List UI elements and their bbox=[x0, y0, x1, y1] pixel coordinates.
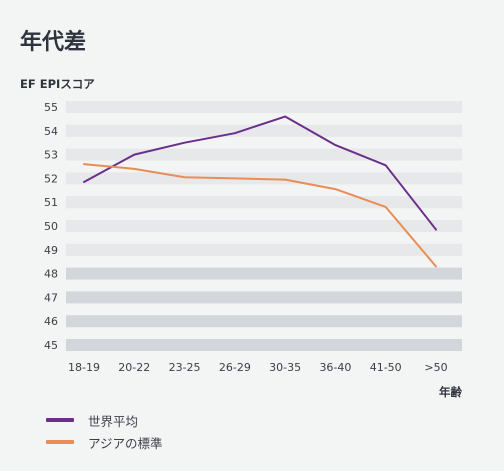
y-tick-labels: 55 54 53 52 51 50 49 48 47 46 45 bbox=[44, 101, 58, 352]
grid-bands bbox=[66, 101, 462, 351]
x-tick-label-30-35: 30-35 bbox=[269, 361, 301, 374]
legend-label-asia-standard: アジアの標準 bbox=[88, 435, 163, 451]
x-tick-label-23-25: 23-25 bbox=[169, 361, 201, 374]
grid-band-50 bbox=[66, 220, 462, 232]
y-tick-label-47: 47 bbox=[44, 291, 58, 304]
series-lines bbox=[83, 115, 437, 268]
x-axis-label: 年齢 bbox=[439, 385, 462, 399]
grid-band-53 bbox=[66, 148, 462, 161]
x-tick-label-41-50: 41-50 bbox=[370, 361, 402, 374]
grid-band-46 bbox=[66, 315, 462, 328]
x-tick-label-20-22: 20-22 bbox=[118, 361, 150, 374]
y-tick-label-46: 46 bbox=[44, 315, 58, 328]
grid-band-49 bbox=[66, 243, 462, 256]
y-tick-label-45: 45 bbox=[44, 339, 58, 352]
y-tick-label-51: 51 bbox=[44, 196, 58, 209]
grid-band-48 bbox=[66, 267, 462, 280]
grid-band-54 bbox=[66, 124, 462, 137]
x-tick-label-36-40: 36-40 bbox=[319, 361, 351, 374]
legend-label-world-average: 世界平均 bbox=[88, 413, 139, 429]
y-tick-label-48: 48 bbox=[44, 268, 58, 281]
x-tick-label-26-29: 26-29 bbox=[219, 361, 251, 374]
page-title: 年代差 bbox=[20, 30, 87, 55]
legend: 世界平均 アジアの標準 bbox=[46, 410, 163, 454]
y-tick-label-52: 52 bbox=[44, 172, 58, 185]
legend-item-asia-standard: アジアの標準 bbox=[46, 432, 163, 452]
series-line-0 bbox=[83, 115, 437, 231]
legend-item-world-average: 世界平均 bbox=[46, 410, 163, 430]
grid-band-45 bbox=[66, 339, 462, 351]
grid-band-55 bbox=[66, 101, 462, 113]
legend-swatch-world-average bbox=[46, 418, 74, 422]
y-axis-label: EF EPIスコア bbox=[20, 77, 95, 91]
y-tick-label-49: 49 bbox=[44, 244, 58, 257]
x-tick-label-18-19: 18-19 bbox=[68, 361, 100, 374]
y-tick-label-54: 54 bbox=[44, 125, 58, 138]
y-tick-label-55: 55 bbox=[44, 101, 58, 114]
y-tick-label-50: 50 bbox=[44, 220, 58, 233]
legend-swatch-asia-standard bbox=[46, 440, 74, 444]
grid-band-47 bbox=[66, 291, 462, 304]
x-tick-labels: 18-19 20-22 23-25 26-29 30-35 36-40 41-50 >50 bbox=[68, 361, 448, 374]
grid-band-51 bbox=[66, 196, 462, 209]
series-line-1 bbox=[83, 163, 437, 268]
y-tick-label-53: 53 bbox=[44, 149, 58, 162]
x-tick-label-gt50: >50 bbox=[424, 361, 447, 374]
